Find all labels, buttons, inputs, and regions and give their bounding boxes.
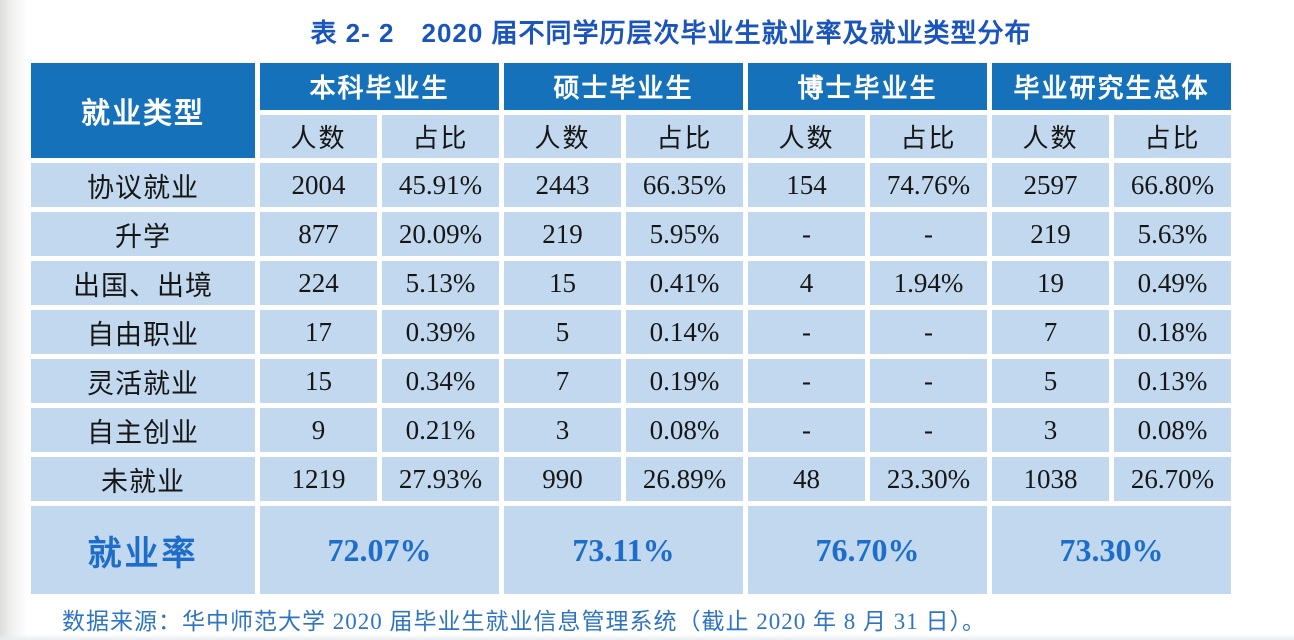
cell-value: 20.09% [382, 212, 499, 256]
cell-value: 0.34% [382, 359, 499, 403]
cell-value: 19 [992, 261, 1109, 305]
cell-value: 27.93% [382, 457, 499, 501]
cell-value: 15 [504, 261, 621, 305]
summary-value-bachelor: 72.07% [260, 506, 499, 594]
cell-value: 1.94% [870, 261, 987, 305]
summary-value-master: 73.11% [504, 506, 743, 594]
cell-value: - [748, 408, 865, 452]
cell-value: 0.18% [1114, 310, 1231, 354]
cell-value: 1038 [992, 457, 1109, 501]
cell-value: 877 [260, 212, 377, 256]
group-header-overall-graduate: 毕业研究生总体 [992, 63, 1231, 110]
group-header-bachelor: 本科毕业生 [260, 63, 499, 110]
cell-value: 2597 [992, 163, 1109, 207]
sub-header-count-master: 人数 [504, 115, 621, 158]
cell-value: 23.30% [870, 457, 987, 501]
sub-header-share-doctor: 占比 [870, 115, 987, 158]
cell-value: 45.91% [382, 163, 499, 207]
summary-label-employment-rate: 就业率 [31, 506, 255, 594]
cell-value: 5.63% [1114, 212, 1231, 256]
cell-value: - [870, 212, 987, 256]
table-row: 升学 877 20.09% 219 5.95% - -219 5.63% [31, 212, 1231, 256]
cell-value: 5.13% [382, 261, 499, 305]
cell-value: 990 [504, 457, 621, 501]
summary-value-overall: 73.30% [992, 506, 1231, 594]
table-row: 未就业 1219 27.93% 990 26.89% 48 23.30% 1038 26.70% [31, 457, 1231, 501]
cell-value: 7 [992, 310, 1109, 354]
summary-value-doctor: 76.70% [748, 506, 987, 594]
row-label: 自主创业 [31, 408, 255, 452]
sub-header-share-master: 占比 [626, 115, 743, 158]
cell-value: 0.14% [626, 310, 743, 354]
table-row: 出国、出境 224 5.13% 15 0.41% 4 1.94% 19 0.49% [31, 261, 1231, 305]
page-left-shadow [0, 0, 28, 640]
employment-type-table: 就业类型 本科毕业生 硕士毕业生 博士毕业生 毕业研究生总体 人数 占比 人数 … [26, 58, 1236, 599]
row-label: 灵活就业 [31, 359, 255, 403]
sub-header-share-overall: 占比 [1114, 115, 1231, 158]
cell-value: 219 [504, 212, 621, 256]
cell-value: 0.49% [1114, 261, 1231, 305]
cell-value: - [748, 310, 865, 354]
group-header-master: 硕士毕业生 [504, 63, 743, 110]
table-row: 自主创业 9 0.21% 3 0.08% - -3 0.08% [31, 408, 1231, 452]
cell-value: 0.19% [626, 359, 743, 403]
cell-value: 26.89% [626, 457, 743, 501]
cell-value: 154 [748, 163, 865, 207]
cell-value: 0.08% [626, 408, 743, 452]
cell-value: 48 [748, 457, 865, 501]
sub-header-count-doctor: 人数 [748, 115, 865, 158]
group-header-doctor: 博士毕业生 [748, 63, 987, 110]
cell-value: 1219 [260, 457, 377, 501]
cell-value: 3 [504, 408, 621, 452]
table-row: 协议就业 2004 45.91% 2443 66.35% 154 74.76% 2597 66.… [31, 163, 1231, 207]
row-label: 未就业 [31, 457, 255, 501]
table-title: 表 2- 2 2020 届不同学历层次毕业生就业率及就业类型分布 [310, 18, 1032, 48]
row-label: 协议就业 [31, 163, 255, 207]
sub-header-row: 人数 占比 人数 占比 人数 占比 人数 占比 [31, 115, 1231, 158]
summary-row: 就业率 72.07% 73.11% 76.70% 73.30% [31, 506, 1231, 594]
cell-value: 4 [748, 261, 865, 305]
cell-value: 26.70% [1114, 457, 1231, 501]
group-header-row: 就业类型 本科毕业生 硕士毕业生 博士毕业生 毕业研究生总体 [31, 63, 1231, 158]
row-label: 出国、出境 [31, 261, 255, 305]
cell-value: 224 [260, 261, 377, 305]
corner-header-employment-type: 就业类型 [31, 63, 255, 158]
cell-value: 0.08% [1114, 408, 1231, 452]
table-row: 自由职业 17 0.39% 5 0.14% - -7 0.18% [31, 310, 1231, 354]
data-source-note: 数据来源：华中师范大学 2020 届毕业生就业信息管理系统（截止 2020 年 … [62, 609, 986, 634]
cell-value: - [748, 359, 865, 403]
cell-value: 0.13% [1114, 359, 1231, 403]
row-label: 自由职业 [31, 310, 255, 354]
cell-value: - [748, 212, 865, 256]
cell-value: 17 [260, 310, 377, 354]
cell-value: 66.80% [1114, 163, 1231, 207]
cell-value: 2443 [504, 163, 621, 207]
cell-value: 0.39% [382, 310, 499, 354]
cell-value: - [870, 310, 987, 354]
cell-value: 219 [992, 212, 1109, 256]
cell-value: 0.41% [626, 261, 743, 305]
sub-header-count-bachelor: 人数 [260, 115, 377, 158]
cell-value: 74.76% [870, 163, 987, 207]
cell-value: 5 [992, 359, 1109, 403]
cell-value: 7 [504, 359, 621, 403]
cell-value: 2004 [260, 163, 377, 207]
row-label: 升学 [31, 212, 255, 256]
cell-value: 5.95% [626, 212, 743, 256]
cell-value: - [870, 359, 987, 403]
cell-value: 15 [260, 359, 377, 403]
table-row: 灵活就业 15 0.34% 7 0.19% - -5 0.13% [31, 359, 1231, 403]
cell-value: 5 [504, 310, 621, 354]
sub-header-share-bachelor: 占比 [382, 115, 499, 158]
cell-value: 0.21% [382, 408, 499, 452]
cell-value: 66.35% [626, 163, 743, 207]
cell-value: 9 [260, 408, 377, 452]
sub-header-count-overall: 人数 [992, 115, 1109, 158]
cell-value: - [870, 408, 987, 452]
cell-value: 3 [992, 408, 1109, 452]
